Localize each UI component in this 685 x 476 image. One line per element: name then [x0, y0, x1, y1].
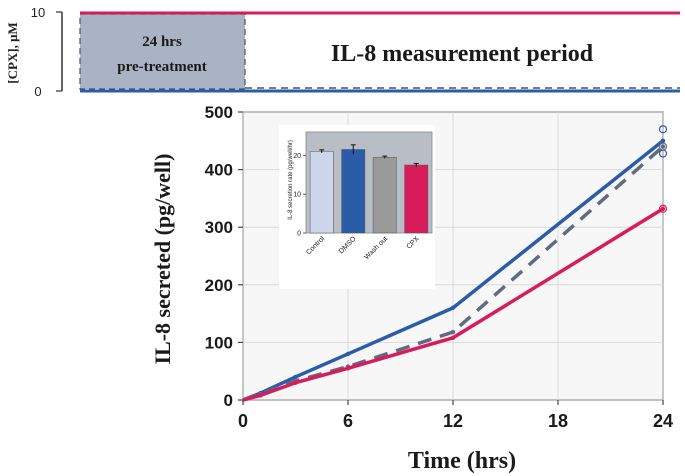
x-tick-label: 6 [343, 411, 353, 431]
inset-bar [309, 151, 334, 234]
data-point-washout [660, 144, 666, 149]
x-axis-ticks: 0 6 12 18 24 [238, 400, 673, 431]
y-axis-label: IL-8 secreted (pg/well) [150, 154, 175, 365]
x-tick-label: 24 [653, 411, 673, 431]
inset-bar [372, 157, 397, 234]
data-point-cpx [450, 335, 456, 340]
timeline-tick-bottom-label: 0 [34, 84, 41, 99]
series-layer [242, 138, 666, 402]
inset-y-tick-label: 20 [293, 153, 301, 160]
measurement-period-label: IL-8 measurement period [331, 41, 594, 67]
series-line-dmso [242, 139, 665, 402]
data-point-washout [450, 329, 456, 335]
data-point-cpx [258, 393, 263, 398]
y-tick-label: 0 [224, 391, 233, 410]
x-tick-label: 12 [443, 411, 463, 431]
marker-cpx [658, 204, 668, 213]
data-point-cpx [345, 366, 351, 371]
pretreatment-box [79, 13, 246, 90]
marker-washout [658, 142, 668, 151]
data-point-cpx [660, 206, 666, 211]
data-point-dmso [345, 351, 351, 357]
y-tick-label: 500 [205, 103, 233, 122]
x-tick-label: 0 [238, 411, 248, 431]
x-axis-label: Time (hrs) [408, 448, 516, 474]
data-point-dmso [450, 305, 456, 311]
y-tick-label: 300 [205, 218, 233, 237]
inset-y-axis-label: IL-8 secretion rate (pg/well/hr) [288, 140, 294, 220]
data-point-dmso [660, 138, 666, 143]
series-line-cpx [242, 207, 664, 402]
inset-bar [341, 149, 366, 234]
y-tick-label: 400 [205, 161, 233, 180]
data-point-dmso [293, 374, 298, 380]
y-tick-label: 100 [205, 333, 233, 352]
pretreatment-label-line1: 24 hrs [142, 34, 182, 50]
cpx-timeline: [CPX], μM 10 0 24 hrs pre-treatment IL-8… [5, 5, 680, 99]
timeline-tick-top-label: 10 [31, 5, 45, 20]
marker-layer [658, 125, 668, 213]
pretreatment-label-line2: pre-treatment [117, 59, 206, 75]
inset-y-ticks: 0 10 20 [293, 153, 306, 238]
inset-bar [404, 164, 429, 234]
x-tick-label: 18 [548, 411, 568, 431]
inset-bars [309, 144, 429, 234]
y-axis-ticks: 0 100 200 300 400 500 [205, 103, 243, 410]
data-point-cpx [293, 380, 298, 385]
marker-dmso [658, 125, 668, 134]
inset-y-tick-label: 10 [293, 192, 301, 199]
timeline-ylabel: [CPX], μM [5, 22, 20, 84]
inset-y-tick-label: 0 [297, 231, 301, 238]
y-tick-label: 200 [205, 276, 233, 295]
